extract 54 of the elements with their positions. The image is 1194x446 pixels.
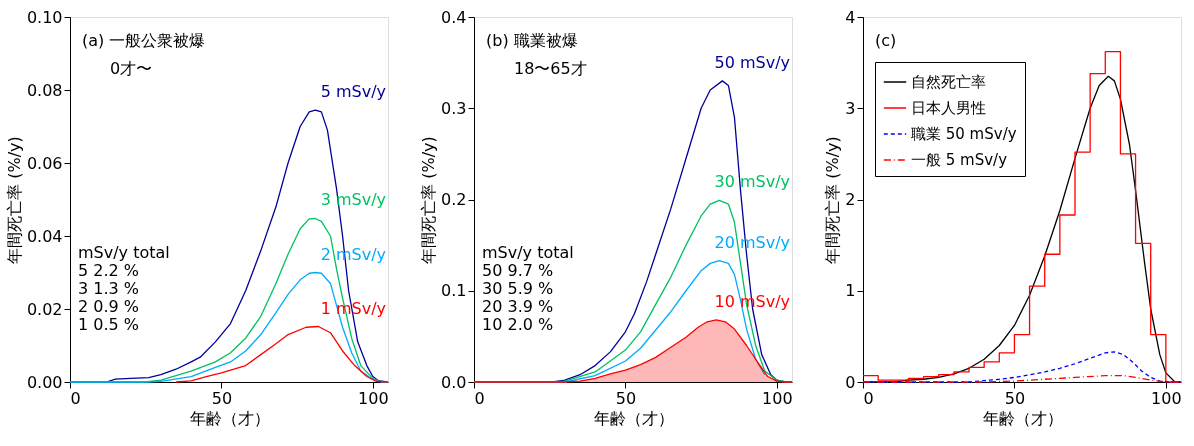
annotation: 30 5.9 % xyxy=(482,279,554,298)
x-tick-label: 0 xyxy=(863,388,874,408)
y-tick-label: 0.06 xyxy=(26,153,63,173)
x-tick-label: 0 xyxy=(474,388,485,408)
x-tick-label: 100 xyxy=(1151,388,1182,408)
annotation: (c) xyxy=(875,31,897,50)
legend-label: 一般 5 mSv/y xyxy=(911,151,1008,169)
y-tick-label: 0.10 xyxy=(26,7,63,27)
y-tick-label: 0.04 xyxy=(26,226,63,246)
annotation: mSv/y total xyxy=(78,243,170,262)
y-tick-label: 0.3 xyxy=(441,98,467,118)
annotation: 2 0.9 % xyxy=(78,297,139,316)
annotation: 50 9.7 % xyxy=(482,261,554,280)
y-tick-label: 2 xyxy=(845,190,856,209)
annotation: 5 2.2 % xyxy=(78,261,139,280)
series-label: 5 mSv/y xyxy=(320,82,386,102)
annotation: mSv/y total xyxy=(482,243,574,262)
y-tick-label: 0.2 xyxy=(441,190,467,209)
annotation: (a) 一般公衆被爆 xyxy=(82,31,206,50)
y-tick-label: 0.00 xyxy=(26,372,63,392)
series-label: 30 mSv/y xyxy=(714,172,790,192)
annotation: 1 0.5 % xyxy=(78,315,139,334)
annotation: 0才〜 xyxy=(110,59,153,78)
x-tick-label: 100 xyxy=(762,388,793,408)
legend-label: 自然死亡率 xyxy=(911,73,986,91)
y-axis-title: 年間死亡率 (%/y) xyxy=(419,136,439,264)
annotation: 3 1.3 % xyxy=(78,279,139,298)
x-tick-label: 50 xyxy=(211,388,233,408)
y-tick-label: 3 xyxy=(845,98,856,118)
series-label: 50 mSv/y xyxy=(714,52,790,72)
y-tick-label: 0.02 xyxy=(26,299,63,319)
x-axis-title: 年齢（才） xyxy=(982,408,1063,428)
y-axis-title: 年間死亡率 (%/y) xyxy=(823,136,843,264)
y-tick-label: 0.08 xyxy=(26,80,63,100)
x-tick-label: 50 xyxy=(615,388,637,408)
annotation: (b) 職業被爆 xyxy=(486,31,578,50)
y-tick-label: 1 xyxy=(845,281,856,301)
y-tick-label: 0.1 xyxy=(441,281,467,301)
legend-label: 職業 50 mSv/y xyxy=(911,125,1017,143)
y-axis-title: 年間死亡率 (%/y) xyxy=(4,136,24,264)
annotation: 20 3.9 % xyxy=(482,297,554,316)
x-tick-label: 100 xyxy=(358,388,389,408)
x-tick-label: 0 xyxy=(70,388,81,408)
y-tick-label: 0.0 xyxy=(441,372,467,392)
annotation: 10 2.0 % xyxy=(482,315,554,334)
x-axis-title: 年齢（才） xyxy=(189,408,270,428)
x-tick-label: 50 xyxy=(1004,388,1026,408)
y-tick-label: 4 xyxy=(845,7,856,27)
legend-label: 日本人男性 xyxy=(911,99,986,117)
x-axis-title: 年齢（才） xyxy=(593,408,674,428)
annotation: 18〜65才 xyxy=(514,59,587,78)
y-tick-label: 0 xyxy=(845,372,856,392)
line-series xyxy=(175,325,389,383)
y-tick-label: 0.4 xyxy=(441,7,467,27)
